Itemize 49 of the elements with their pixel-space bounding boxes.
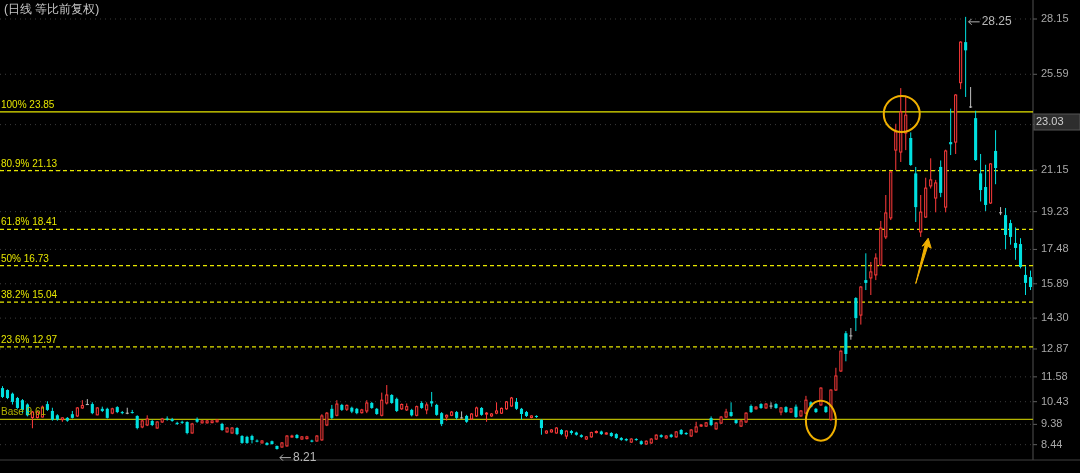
y-tick-label: 21.15 [1041, 163, 1069, 176]
candlestick [1004, 207, 1008, 250]
y-tick-label: 15.89 [1041, 276, 1069, 289]
ref-line-label: 80.9% 21.13 [1, 157, 58, 169]
candlestick [839, 349, 843, 373]
candlestick [1018, 237, 1023, 269]
annotation: 8.21 [292, 449, 317, 464]
y-tick-label: 14.30 [1041, 311, 1069, 324]
y-tick-label: 17.48 [1041, 242, 1069, 255]
y-tick-label: 9.38 [1041, 417, 1063, 430]
candlestick [919, 194, 923, 238]
candlestick [460, 410, 464, 420]
candlestick [854, 296, 858, 332]
candlestick [969, 86, 973, 109]
candlestick [929, 157, 933, 190]
y-tick-label: 28.15 [1041, 11, 1069, 24]
candlestick [904, 96, 908, 151]
chart-title: (日线 等比前复权) [4, 2, 100, 16]
candlestick [849, 327, 853, 341]
candlestick [864, 252, 868, 291]
candlestick [769, 401, 773, 410]
candlestick [1009, 219, 1013, 246]
y-tick-label: 10.43 [1041, 394, 1069, 407]
y-tick-label: 11.58 [1041, 369, 1068, 382]
ref-line-label: 100% 23.85 [1, 98, 55, 110]
candlestick [884, 194, 888, 240]
y-tick-label: 19.23 [1041, 204, 1069, 217]
candlestick [165, 415, 169, 422]
ref-line-label: 50% 16.73 [1, 252, 50, 264]
candlestick [934, 179, 938, 213]
ref-line-label: 23.6% 12.97 [1, 333, 58, 345]
annotation: 28.25 [981, 14, 1012, 29]
candlestick [844, 330, 848, 362]
candlestick [729, 401, 733, 418]
candlestick [1028, 270, 1033, 291]
candlestick [195, 416, 199, 424]
y-tick-label: 25.59 [1041, 67, 1069, 80]
text: 23.03 [1036, 114, 1064, 127]
ref-line-label: 38.2% 15.04 [1, 289, 58, 301]
candlestick [979, 153, 983, 202]
candlestick [1013, 226, 1018, 261]
y-tick-label: 12.87 [1041, 341, 1069, 354]
candlestick [984, 164, 988, 212]
ref-line-label: 61.8% 18.41 [1, 216, 58, 228]
candlestick [994, 129, 998, 185]
candlestick [894, 123, 898, 171]
y-tick-label: 8.44 [1041, 437, 1063, 450]
candlestick [964, 16, 968, 98]
candlestick [1023, 265, 1028, 296]
